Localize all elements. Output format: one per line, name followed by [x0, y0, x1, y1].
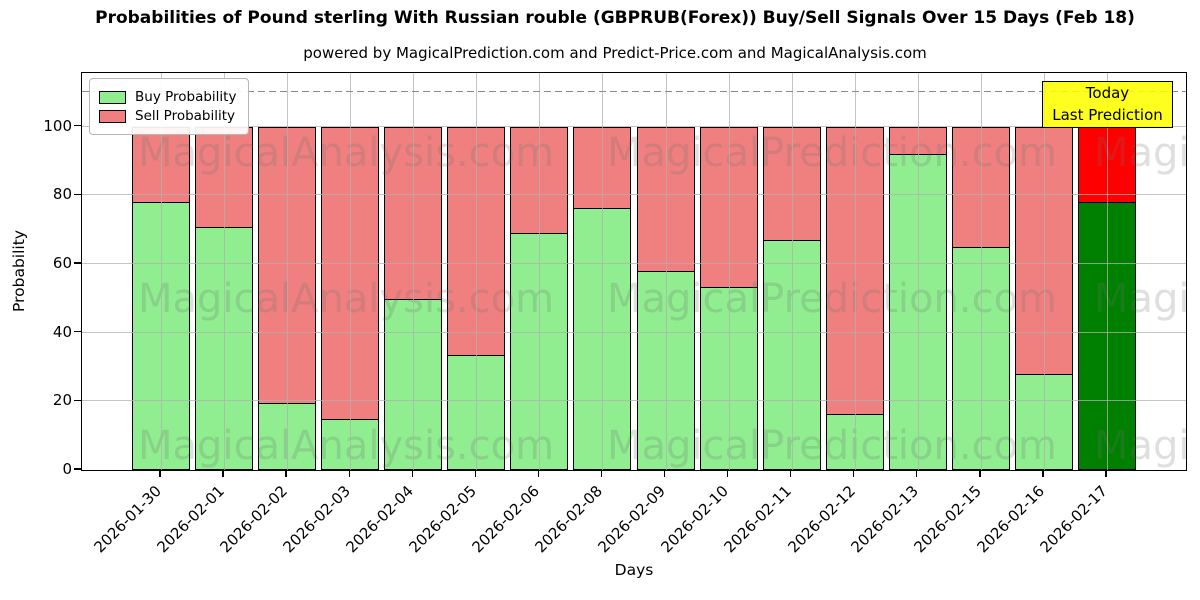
- watermark-text: MagicalAnalysis.com: [1093, 276, 1187, 322]
- x-tick-label: 2026-02-01: [153, 482, 228, 557]
- today-annotation-line2: Last Prediction: [1052, 105, 1163, 124]
- chart-subtitle: powered by MagicalPrediction.com and Pre…: [303, 44, 927, 62]
- today-annotation-box: Today Last Prediction: [1042, 81, 1173, 128]
- x-tick-label: 2026-02-02: [216, 482, 291, 557]
- x-tick-label: 2026-02-08: [531, 482, 607, 557]
- y-tick-mark: [74, 193, 81, 196]
- y-tick-mark: [74, 262, 81, 264]
- h-gridline: [82, 125, 1186, 127]
- watermark-text: MagicalAnalysis.com: [1093, 130, 1187, 176]
- x-tick-mark: [916, 470, 918, 477]
- v-gridline: [1107, 73, 1108, 470]
- x-tick-label: 2026-01-30: [90, 482, 165, 557]
- y-tick-mark: [74, 331, 81, 333]
- x-tick-mark: [159, 470, 161, 477]
- x-tick-label: 2026-02-04: [342, 482, 418, 557]
- x-tick-label: 2026-02-05: [405, 482, 481, 557]
- h-gridline: [82, 400, 1186, 402]
- watermark-text: MagicalAnalysis.com: [137, 276, 555, 322]
- v-gridline: [602, 73, 604, 470]
- v-gridline: [665, 73, 667, 470]
- v-gridline: [980, 73, 982, 470]
- v-gridline: [161, 73, 162, 470]
- y-axis-label: Probability: [10, 230, 28, 312]
- v-gridline: [413, 73, 415, 470]
- watermark-text: MagicalPrediction.com: [607, 130, 1057, 176]
- x-tick-mark: [979, 470, 981, 477]
- buy-swatch-icon: [99, 90, 126, 104]
- x-tick-mark: [348, 470, 350, 477]
- y-tick-label: 60: [52, 254, 72, 273]
- x-tick-mark: [789, 470, 792, 477]
- v-gridline: [791, 73, 793, 470]
- watermark-text: MagicalPrediction.com: [607, 276, 1057, 322]
- x-tick-mark: [1105, 470, 1107, 477]
- watermark-text: MagicalAnalysis.com: [1093, 423, 1187, 469]
- watermark-text: MagicalAnalysis.com: [137, 423, 555, 469]
- y-tick-label: 40: [52, 322, 72, 341]
- v-gridline: [1043, 73, 1045, 470]
- x-tick-mark: [1042, 470, 1044, 477]
- v-gridline: [854, 73, 856, 470]
- legend-label-buy: Buy Probability: [135, 89, 237, 105]
- y-tick-label: 0: [62, 460, 72, 478]
- dashed-reference-line: [82, 90, 1186, 93]
- x-tick-label: 2026-02-12: [784, 482, 859, 557]
- x-tick-mark: [474, 470, 477, 477]
- x-tick-mark: [222, 470, 224, 477]
- v-gridline: [917, 73, 919, 470]
- y-tick-mark: [74, 125, 81, 127]
- x-tick-label: 2026-02-11: [721, 482, 796, 557]
- x-tick-label: 2026-02-06: [468, 482, 544, 557]
- y-tick-label: 20: [52, 391, 72, 410]
- x-tick-mark: [285, 470, 287, 477]
- v-gridline: [539, 73, 541, 470]
- x-tick-mark: [411, 470, 413, 477]
- watermark-text: MagicalPrediction.com: [607, 423, 1057, 469]
- x-tick-mark: [853, 470, 855, 477]
- y-tick-mark: [74, 468, 81, 470]
- y-tick-label: 100: [43, 116, 72, 135]
- x-tick-label: 2026-02-15: [910, 482, 985, 557]
- x-tick-mark: [663, 470, 666, 477]
- y-tick-mark: [74, 399, 81, 402]
- chart-title: Probabilities of Pound sterling With Rus…: [95, 8, 1135, 28]
- plot-area: MagicalAnalysis.com MagicalPrediction.com…: [81, 72, 1187, 471]
- legend: Buy Probability Sell Probability: [89, 78, 250, 135]
- h-gridline: [82, 331, 1186, 333]
- x-tick-label: 2026-02-17: [1036, 482, 1111, 557]
- y-tick-label: 80: [52, 185, 72, 204]
- v-gridline: [287, 73, 289, 470]
- x-axis-label: Days: [614, 561, 654, 579]
- legend-item-buy: Buy Probability: [99, 89, 236, 105]
- x-tick-mark: [537, 470, 540, 477]
- v-gridline: [476, 73, 478, 470]
- x-tick-label: 2026-02-16: [973, 482, 1048, 557]
- v-gridline: [728, 73, 730, 470]
- legend-label-sell: Sell Probability: [135, 108, 236, 124]
- x-tick-mark: [726, 470, 729, 477]
- today-annotation-line1: Today: [1085, 83, 1130, 102]
- legend-item-sell: Sell Probability: [99, 108, 236, 124]
- x-tick-label: 2026-02-03: [279, 482, 354, 557]
- sell-swatch-icon: [99, 109, 126, 123]
- v-gridline: [224, 73, 226, 470]
- h-gridline: [82, 194, 1186, 196]
- h-gridline: [82, 263, 1186, 265]
- v-gridline: [350, 73, 352, 470]
- x-tick-mark: [600, 470, 603, 477]
- watermark-text: MagicalAnalysis.com: [137, 130, 555, 176]
